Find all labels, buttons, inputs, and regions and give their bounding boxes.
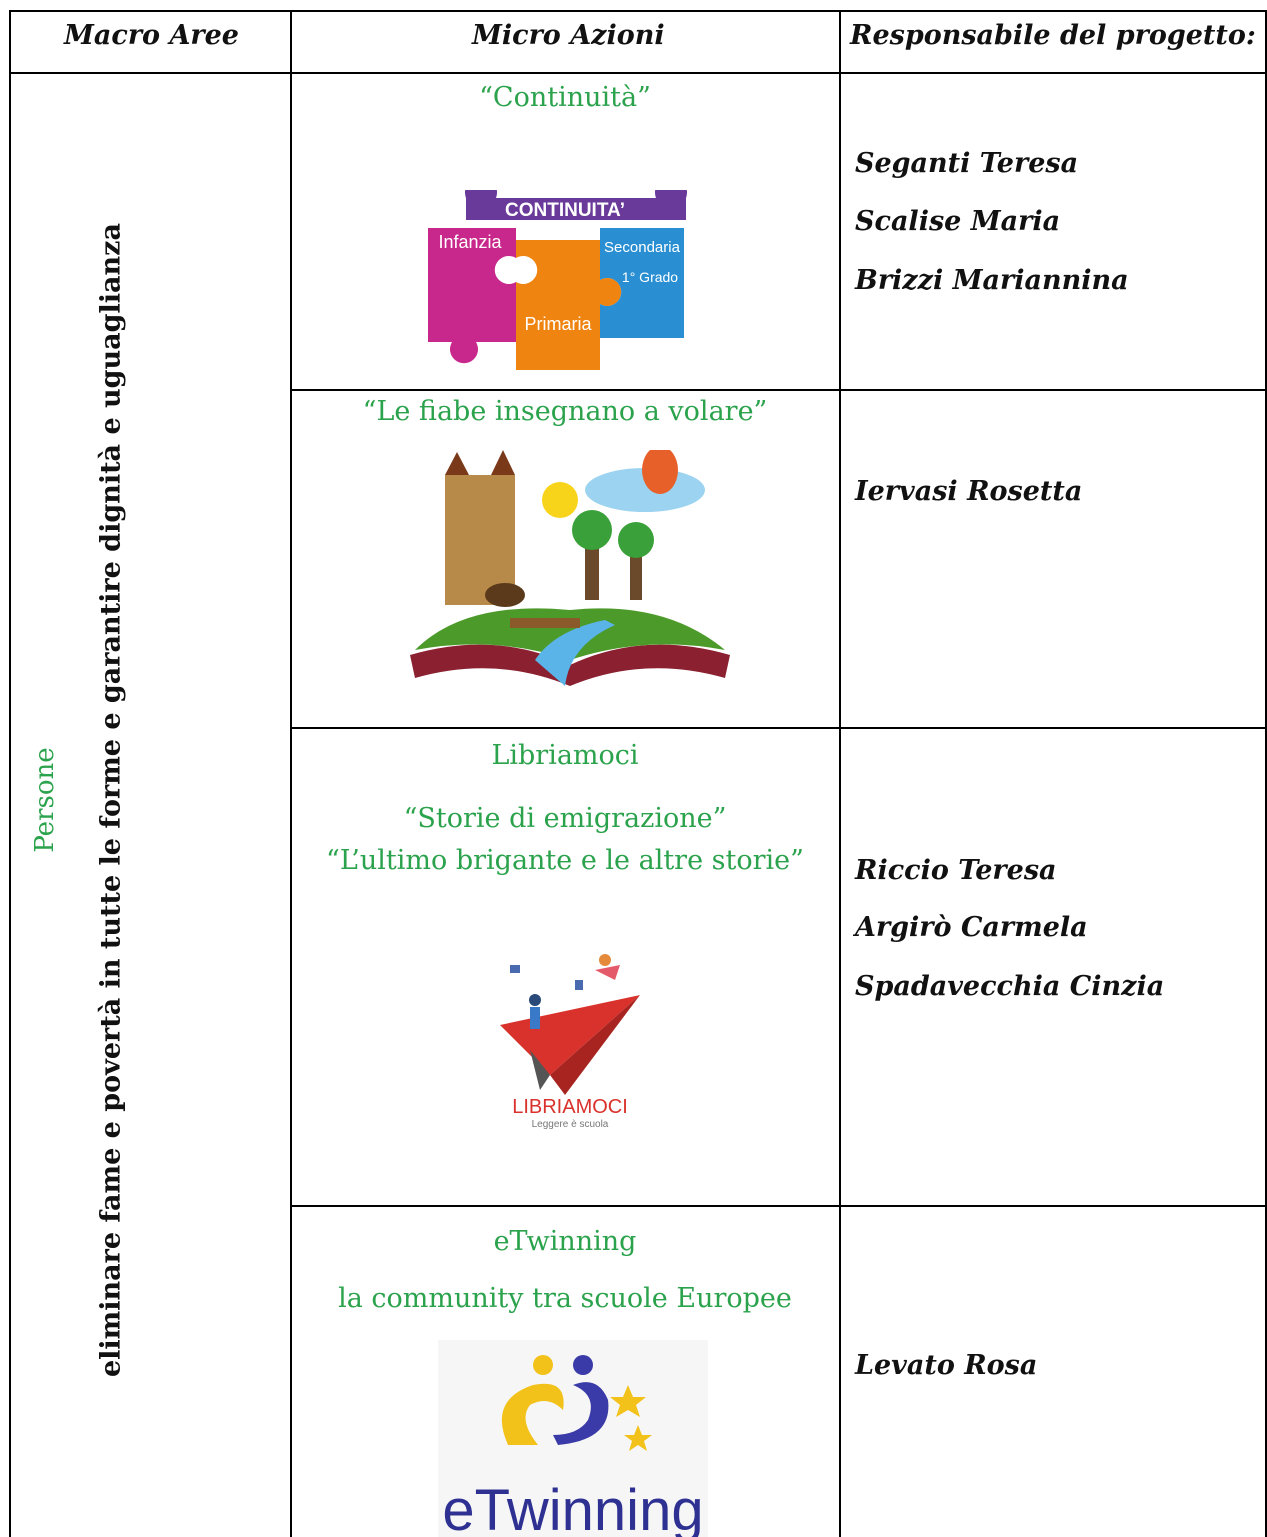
responsible: Seganti Teresa: [855, 148, 1079, 179]
responsible: Argirò Carmela: [855, 912, 1088, 943]
border: [290, 1205, 1267, 1207]
continuita-logo: CONTINUITA’ Infanzia Secondaria 1° Grado…: [428, 190, 687, 370]
logo-text: Secondaria: [604, 239, 681, 256]
responsible: Iervasi Rosetta: [855, 476, 1083, 507]
border: [290, 389, 1267, 391]
action-title: “Le fiabe insegnano a volare”: [362, 396, 768, 427]
action-title: Libriamoci: [491, 740, 639, 771]
logo-text: eTwinning: [442, 1478, 703, 1537]
border: [9, 10, 11, 1537]
border: [290, 727, 1267, 729]
logo-text: Primaria: [524, 314, 592, 334]
macro-description: eliminare fame e povertà in tutte le for…: [95, 222, 127, 1378]
header: Responsabile del progetto:: [850, 20, 1256, 51]
logo-text: Leggere è scuola: [532, 1119, 609, 1130]
fairy-tale-image: [410, 450, 730, 686]
libriamoci-logo: LIBRIAMOCI Leggere è scuola: [500, 954, 640, 1130]
responsible: Scalise Maria: [855, 206, 1061, 237]
responsible: Riccio Teresa: [855, 855, 1057, 886]
logo-text: CONTINUITA’: [505, 200, 625, 221]
action-title: la community tra scuole Europee: [338, 1283, 792, 1314]
responsible: Spadavecchia Cinzia: [855, 971, 1165, 1002]
action-title: “Storie di emigrazione”: [403, 803, 727, 834]
border: [839, 10, 841, 1537]
macro-label: Persone: [30, 747, 60, 853]
responsible: Levato Rosa: [855, 1350, 1038, 1381]
logo-text: 1° Grado: [622, 269, 678, 285]
logo-text: Infanzia: [438, 232, 502, 252]
header: Micro Azioni: [472, 20, 665, 51]
action-title: eTwinning: [493, 1226, 637, 1257]
border: [1265, 10, 1267, 1537]
header: Macro Aree: [64, 20, 239, 51]
responsible: Brizzi Mariannina: [855, 265, 1129, 296]
border: [290, 10, 292, 1537]
action-title: “L’ultimo brigante e le altre storie”: [326, 845, 804, 876]
border: [9, 72, 1267, 74]
etwinning-logo: eTwinning: [438, 1340, 708, 1537]
action-title: “Continuità”: [479, 82, 651, 113]
border: [9, 10, 1267, 12]
logo-text: LIBRIAMOCI: [512, 1096, 628, 1118]
